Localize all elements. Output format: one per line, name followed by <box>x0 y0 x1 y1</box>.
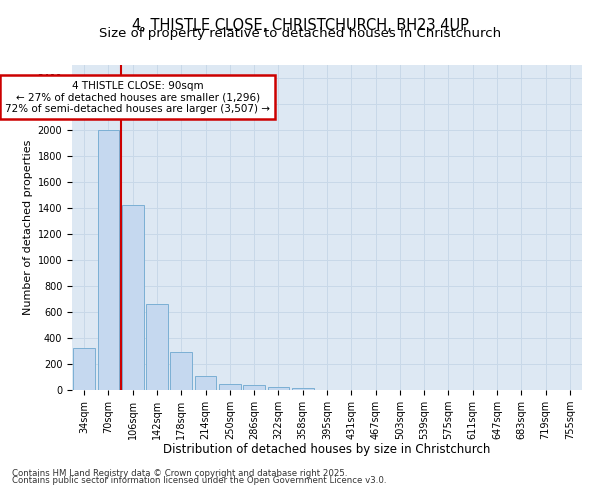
Text: Contains HM Land Registry data © Crown copyright and database right 2025.: Contains HM Land Registry data © Crown c… <box>12 468 347 477</box>
Y-axis label: Number of detached properties: Number of detached properties <box>23 140 34 315</box>
Text: 4, THISTLE CLOSE, CHRISTCHURCH, BH23 4UP: 4, THISTLE CLOSE, CHRISTCHURCH, BH23 4UP <box>131 18 469 32</box>
Bar <box>243 386 265 390</box>
Bar <box>292 388 314 390</box>
Bar <box>73 348 95 390</box>
Bar <box>146 304 168 390</box>
X-axis label: Distribution of detached houses by size in Christchurch: Distribution of detached houses by size … <box>163 444 491 456</box>
Bar <box>122 205 143 390</box>
Bar <box>219 384 241 390</box>
Bar <box>268 387 289 390</box>
Text: Size of property relative to detached houses in Christchurch: Size of property relative to detached ho… <box>99 28 501 40</box>
Text: Contains public sector information licensed under the Open Government Licence v3: Contains public sector information licen… <box>12 476 386 485</box>
Bar <box>194 376 217 390</box>
Text: 4 THISTLE CLOSE: 90sqm
← 27% of detached houses are smaller (1,296)
72% of semi-: 4 THISTLE CLOSE: 90sqm ← 27% of detached… <box>5 80 270 114</box>
Bar <box>170 352 192 390</box>
Bar <box>97 130 119 390</box>
